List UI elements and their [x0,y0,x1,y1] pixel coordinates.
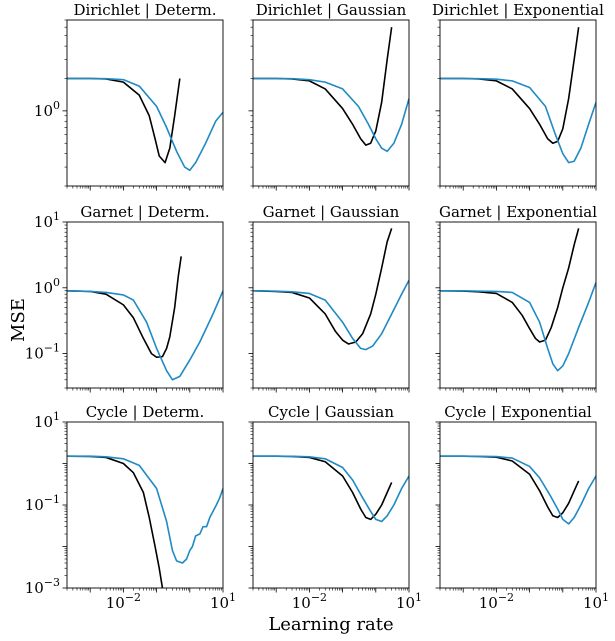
subplot-1: Dirichlet | Determ. 100 [34,1,224,191]
x-axis-label: Learning rate [268,614,393,635]
x-tick-label: 101 [210,591,236,612]
y-tick-label: 100 [34,276,60,297]
series-line-1 [67,256,182,359]
plot-frame [66,19,224,187]
subplot-title: Dirichlet | Gaussian [256,1,407,19]
y-axis-label: MSE [8,298,29,342]
series-line-2 [253,77,409,153]
series-line-1 [440,228,580,343]
plot-frame [439,421,597,589]
plot-frame [252,421,410,589]
x-tick-label: 101 [396,591,422,612]
x-ticks [252,186,410,191]
plot-frame [66,421,224,589]
y-tick-label: 101 [34,410,60,431]
subplot-2: Dirichlet | Gaussian [248,1,410,191]
subplot-title: Dirichlet | Exponential [432,1,604,19]
subplot-4: Garnet | Determ. 101 100 10−1 [25,203,224,393]
subplot-9: Cycle | Exponential 10−2 101 [435,403,609,612]
series-line-2 [440,455,596,525]
series-line-2 [253,279,409,351]
x-tick-label: 10−2 [479,591,514,612]
y-tick-label: 10−3 [25,576,60,597]
subplot-5: Garnet | Gaussian [248,203,410,393]
y-tick-label: 10−1 [25,342,60,363]
series-line-1 [253,228,393,345]
plot-frame [252,19,410,187]
y-tick-label: 101 [34,210,60,231]
x-ticks [252,588,410,593]
x-ticks [66,388,224,393]
series-line-1 [440,27,580,145]
y-tick-label: 10−1 [25,493,60,514]
x-ticks [66,186,224,191]
series-line-2 [440,77,596,164]
series-line-2 [253,455,409,523]
series-line-2 [67,77,223,172]
subplot-title: Cycle | Gaussian [268,403,394,421]
subplot-title: Garnet | Determ. [80,203,209,221]
subplot-6: Garnet | Exponential [435,203,597,393]
y-tick-label: 100 [34,99,60,120]
subplot-title: Garnet | Gaussian [263,203,400,221]
x-tick-label: 101 [583,591,609,612]
plot-frame [66,221,224,389]
subplot-title: Cycle | Exponential [444,403,592,421]
x-ticks [439,388,597,393]
series-line-2 [440,282,596,372]
x-tick-label: 10−2 [292,591,327,612]
subplot-7: Cycle | Determ. 101 10−1 10−3 10−2 101 [25,403,236,612]
x-tick-label: 10−2 [106,591,141,612]
subplot-title: Dirichlet | Determ. [73,1,216,19]
x-ticks [439,588,597,593]
x-ticks [252,388,410,393]
plot-frame [252,221,410,389]
x-ticks [66,588,224,593]
subplot-title: Cycle | Determ. [86,403,205,421]
series-line-2 [67,455,223,564]
subplot-title: Garnet | Exponential [439,203,597,221]
y-minor-ticks [250,423,253,576]
subplot-8: Cycle | Gaussian 10−2 101 [248,403,422,612]
plot-frame [439,221,597,389]
plot-frame [439,19,597,187]
subplot-3: Dirichlet | Exponential [432,1,604,191]
series-line-1 [253,455,393,521]
x-ticks [439,186,597,191]
series-line-2 [67,290,223,381]
